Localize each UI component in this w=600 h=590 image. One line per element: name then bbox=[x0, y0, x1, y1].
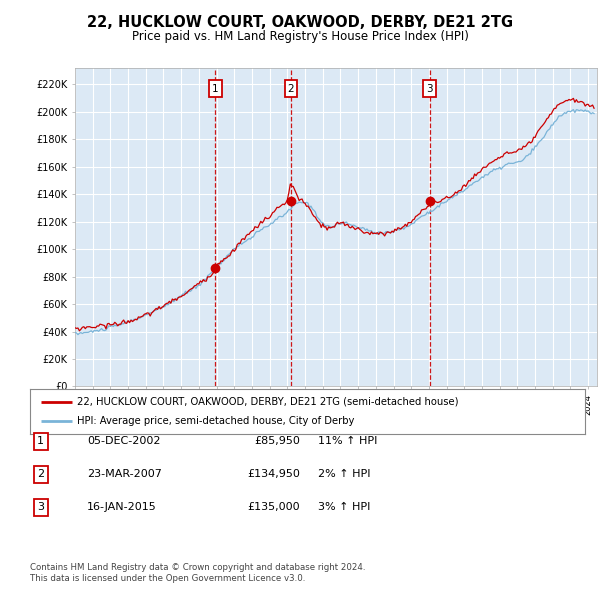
Text: 2: 2 bbox=[37, 470, 44, 479]
Text: 1: 1 bbox=[37, 437, 44, 446]
Text: Price paid vs. HM Land Registry's House Price Index (HPI): Price paid vs. HM Land Registry's House … bbox=[131, 30, 469, 43]
Text: 11% ↑ HPI: 11% ↑ HPI bbox=[318, 437, 377, 446]
Text: 22, HUCKLOW COURT, OAKWOOD, DERBY, DE21 2TG: 22, HUCKLOW COURT, OAKWOOD, DERBY, DE21 … bbox=[87, 15, 513, 30]
Text: 3: 3 bbox=[426, 84, 433, 94]
Text: 05-DEC-2002: 05-DEC-2002 bbox=[87, 437, 161, 446]
Text: 22, HUCKLOW COURT, OAKWOOD, DERBY, DE21 2TG (semi-detached house): 22, HUCKLOW COURT, OAKWOOD, DERBY, DE21 … bbox=[77, 397, 458, 407]
Text: 2% ↑ HPI: 2% ↑ HPI bbox=[318, 470, 371, 479]
Text: 16-JAN-2015: 16-JAN-2015 bbox=[87, 503, 157, 512]
Text: HPI: Average price, semi-detached house, City of Derby: HPI: Average price, semi-detached house,… bbox=[77, 417, 355, 426]
Text: 2: 2 bbox=[288, 84, 295, 94]
Text: Contains HM Land Registry data © Crown copyright and database right 2024.: Contains HM Land Registry data © Crown c… bbox=[30, 563, 365, 572]
Text: £134,950: £134,950 bbox=[247, 470, 300, 479]
Text: This data is licensed under the Open Government Licence v3.0.: This data is licensed under the Open Gov… bbox=[30, 573, 305, 583]
Text: £135,000: £135,000 bbox=[247, 503, 300, 512]
Text: 3: 3 bbox=[37, 503, 44, 512]
Text: £85,950: £85,950 bbox=[254, 437, 300, 446]
Text: 3% ↑ HPI: 3% ↑ HPI bbox=[318, 503, 370, 512]
Text: 1: 1 bbox=[212, 84, 218, 94]
Text: 23-MAR-2007: 23-MAR-2007 bbox=[87, 470, 162, 479]
